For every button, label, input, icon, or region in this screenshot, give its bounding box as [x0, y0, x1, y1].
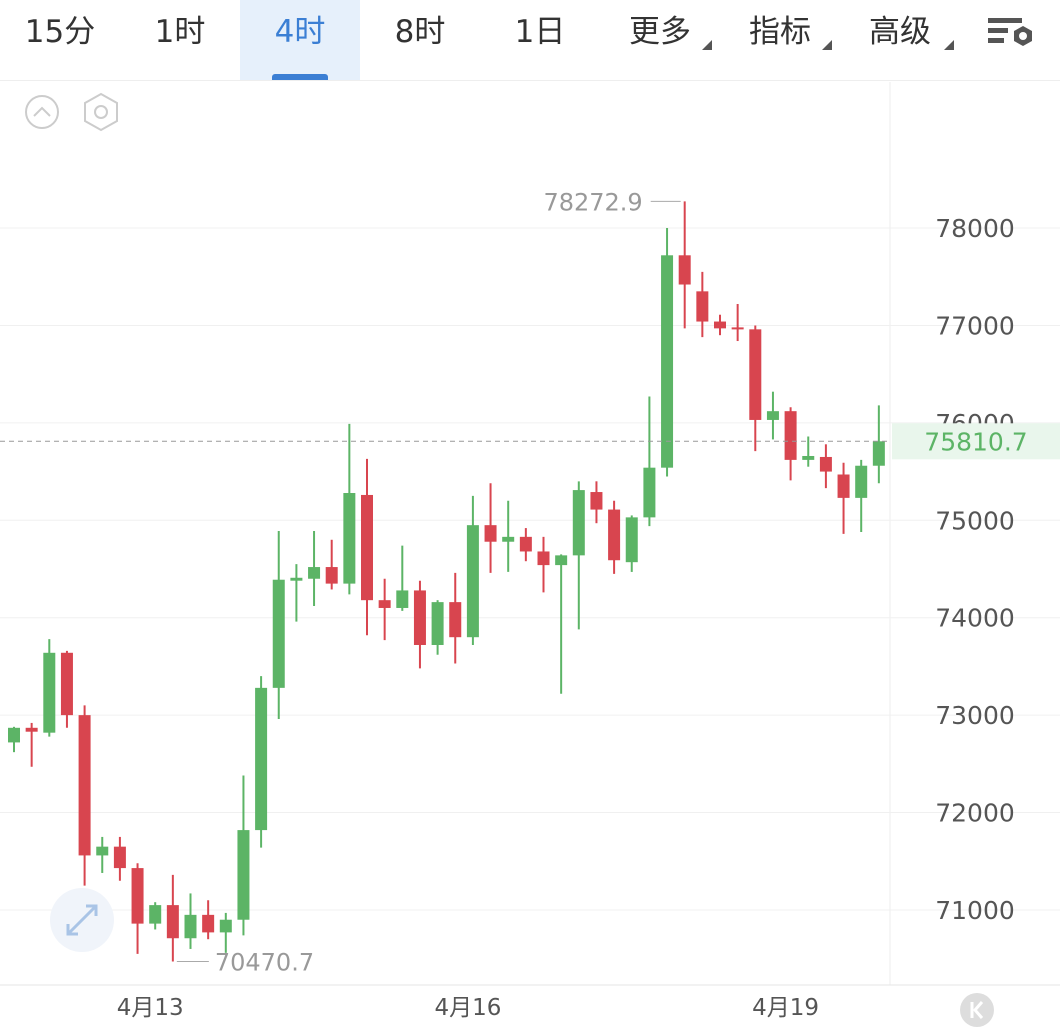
candle-body	[237, 830, 250, 920]
candle-body	[449, 602, 462, 638]
candle-body	[255, 687, 268, 831]
dropdown-arrow	[944, 40, 954, 50]
expand-button[interactable]	[50, 888, 114, 952]
candle-body	[678, 255, 691, 285]
scroll-end-button[interactable]	[960, 993, 994, 1027]
candle-body	[43, 652, 56, 733]
tab-bar: 15分 1时 4时 8时 1日 更多 指标 高级	[0, 0, 1060, 81]
last-price-label: 75810.7	[924, 427, 1027, 456]
tab[interactable]: 8时	[394, 14, 446, 50]
candle-body	[308, 567, 321, 579]
y-tick-label: 78000	[935, 214, 1015, 243]
candle-body	[802, 455, 815, 460]
candle-body	[784, 411, 797, 460]
candle-body	[343, 493, 356, 584]
candle-body	[396, 590, 409, 608]
candle-body	[590, 492, 603, 510]
candle-body	[608, 509, 621, 561]
candle-body	[749, 329, 762, 420]
candle-body	[184, 914, 197, 939]
candle-body	[537, 551, 550, 566]
tab[interactable]: 4时	[240, 0, 360, 80]
candle-body	[519, 536, 532, 552]
dropdown-arrow	[822, 40, 832, 50]
candle-body	[113, 846, 126, 869]
candle-body	[484, 525, 497, 542]
candle-body	[272, 579, 285, 688]
candle-body	[661, 255, 674, 468]
candle-body	[643, 467, 656, 518]
settings-icon[interactable]	[980, 6, 1040, 66]
candle-body	[166, 905, 179, 939]
candle-body	[149, 905, 162, 924]
y-tick-label: 71000	[935, 896, 1015, 925]
y-tick-label: 72000	[935, 799, 1015, 828]
candle-body	[78, 715, 91, 856]
candle-body	[872, 441, 885, 466]
candle-body	[431, 602, 444, 645]
candle-body	[572, 490, 585, 556]
candle-body	[714, 321, 726, 329]
candle-body	[555, 555, 568, 566]
candle-body	[290, 577, 303, 581]
candle-body	[766, 411, 779, 420]
candle-body	[502, 536, 515, 542]
candle-body	[731, 327, 744, 330]
x-tick-label: 4月19	[752, 995, 819, 1021]
high-annotation: 78272.9	[543, 188, 642, 216]
candle-body	[25, 727, 38, 732]
tab[interactable]: 1时	[154, 14, 206, 50]
candle-body	[625, 517, 638, 563]
tab[interactable]: 指标	[749, 14, 811, 50]
candle-body	[202, 914, 215, 933]
x-tick-label: 4月13	[117, 995, 184, 1021]
candle-body	[855, 465, 868, 498]
low-annotation: 70470.7	[215, 949, 314, 977]
y-tick-label: 77000	[935, 311, 1015, 340]
tab[interactable]: 1日	[514, 14, 566, 50]
last-price-box	[892, 423, 1060, 460]
candle-body	[819, 456, 832, 472]
candle-body	[60, 652, 73, 716]
tab[interactable]: 更多	[629, 14, 691, 50]
candle-body	[378, 600, 391, 608]
candle-body	[219, 919, 232, 933]
candle-body	[8, 727, 20, 743]
dropdown-arrow	[702, 40, 712, 50]
candle-body	[696, 291, 709, 322]
candle-body	[466, 525, 479, 638]
candle-body	[413, 590, 426, 645]
y-tick-label: 74000	[935, 604, 1015, 633]
tab[interactable]: 15分	[24, 14, 96, 50]
candle-body	[325, 567, 338, 584]
candle-body	[837, 474, 850, 498]
candle-body	[361, 494, 373, 601]
y-tick-label: 73000	[935, 701, 1015, 730]
candle-body	[96, 846, 109, 856]
top-left-icons	[25, 92, 118, 132]
candle-body	[131, 868, 144, 924]
x-tick-label: 4月16	[434, 995, 501, 1021]
y-tick-label: 75000	[935, 506, 1015, 535]
tab[interactable]: 高级	[869, 14, 931, 50]
